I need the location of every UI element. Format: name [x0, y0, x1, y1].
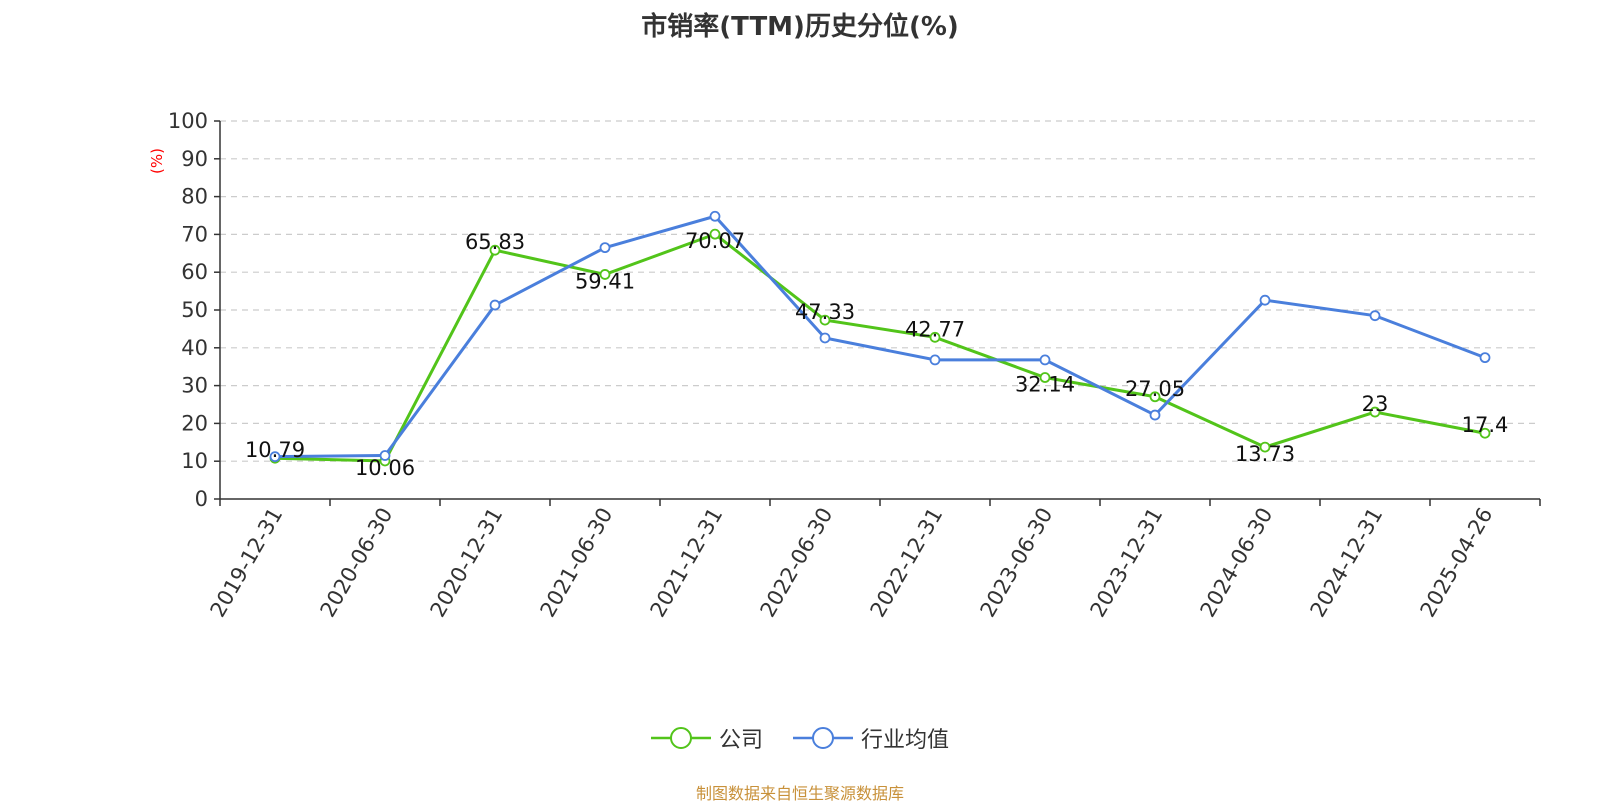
y-tick-label: 10: [181, 449, 208, 473]
x-tick-label: 2022-06-30: [756, 504, 838, 622]
data-point[interactable]: [1039, 354, 1051, 366]
data-point[interactable]: [379, 450, 391, 461]
legend-marker: [793, 727, 853, 749]
data-point[interactable]: [1479, 427, 1491, 439]
data-labels: 10.79 10.06 65.83 59.41 70.07 47.33 42.77 32.14…: [245, 229, 1508, 480]
data-point[interactable]: [599, 269, 611, 280]
x-tick-label: 2020-06-30: [316, 504, 398, 622]
data-point[interactable]: [819, 332, 831, 344]
data-label: 70.07: [685, 229, 745, 253]
data-point[interactable]: [1039, 372, 1051, 383]
y-tick-label: 100: [168, 109, 208, 133]
y-tick-label: 50: [181, 298, 208, 322]
legend-item[interactable]: 公司: [650, 722, 763, 754]
y-tick-label: 80: [181, 185, 208, 209]
series-lines: [269, 210, 1491, 467]
x-tick-label: 2019-12-31: [206, 504, 288, 622]
data-point[interactable]: [709, 228, 721, 240]
data-label: 10.79: [245, 438, 305, 462]
y-tick-label: 20: [181, 411, 208, 435]
x-tick-label: 2024-06-30: [1196, 504, 1278, 622]
data-label: 65.83: [465, 230, 525, 254]
data-label: 10.06: [355, 456, 415, 480]
data-label: 17.4: [1462, 413, 1509, 437]
data-point[interactable]: [929, 354, 941, 366]
x-tick-label: 2021-06-30: [536, 504, 618, 622]
data-point[interactable]: [1479, 352, 1491, 364]
data-point[interactable]: [1149, 409, 1161, 421]
data-point[interactable]: [599, 242, 611, 254]
x-tick-label: 2025-04-26: [1416, 504, 1498, 622]
series-line: [274, 214, 1486, 459]
y-axis-label: (%): [148, 148, 166, 174]
data-point[interactable]: [269, 451, 281, 463]
grid-lines: [220, 120, 1540, 462]
series-line: [274, 232, 1486, 463]
data-label: 42.77: [905, 317, 965, 341]
y-tick-label: 70: [181, 222, 208, 246]
y-tick-label: 30: [181, 374, 208, 398]
legend: 公司 行业均值: [0, 722, 1600, 754]
data-point[interactable]: [1259, 441, 1271, 453]
data-point[interactable]: [1149, 391, 1161, 403]
legend-label: 行业均值: [861, 728, 950, 753]
data-point[interactable]: [1369, 310, 1381, 322]
x-tick-label: 2024-12-31: [1306, 504, 1388, 622]
legend-item[interactable]: 行业均值: [793, 722, 949, 754]
legend-marker: [650, 727, 711, 749]
data-label: 59.41: [575, 269, 635, 293]
data-point[interactable]: [489, 244, 501, 256]
data-point[interactable]: [709, 210, 721, 222]
x-tick-label: 2022-12-31: [866, 504, 948, 622]
data-point[interactable]: [1369, 406, 1381, 418]
data-label: 32.14: [1015, 373, 1075, 397]
chart-title: 市销率(TTM)历史分位(%): [641, 12, 959, 42]
data-point[interactable]: [489, 299, 501, 311]
axes: 0 10 20 30 40 50 60 70 80 90 100(%) 2019-12-31 2020-…: [148, 109, 1541, 622]
x-tick-label: 2020-12-31: [426, 504, 508, 622]
y-tick-label: 40: [181, 336, 208, 360]
data-label: 23: [1362, 392, 1389, 416]
x-tick-label: 2023-06-30: [976, 504, 1058, 622]
source-note: 制图数据来自恒生聚源数据库: [695, 784, 904, 803]
y-tick-label: 0: [195, 487, 208, 511]
legend-label: 公司: [718, 728, 763, 753]
data-label: 27.05: [1125, 377, 1185, 401]
y-tick-label: 60: [181, 260, 208, 284]
data-point[interactable]: [929, 331, 941, 343]
data-label: 47.33: [795, 300, 855, 324]
y-tick-label: 90: [181, 147, 208, 171]
x-tick-label: 2023-12-31: [1086, 504, 1168, 622]
data-point[interactable]: [819, 314, 831, 326]
data-point[interactable]: [1259, 294, 1271, 306]
data-label: 13.73: [1235, 442, 1295, 466]
x-tick-label: 2021-12-31: [646, 504, 728, 622]
